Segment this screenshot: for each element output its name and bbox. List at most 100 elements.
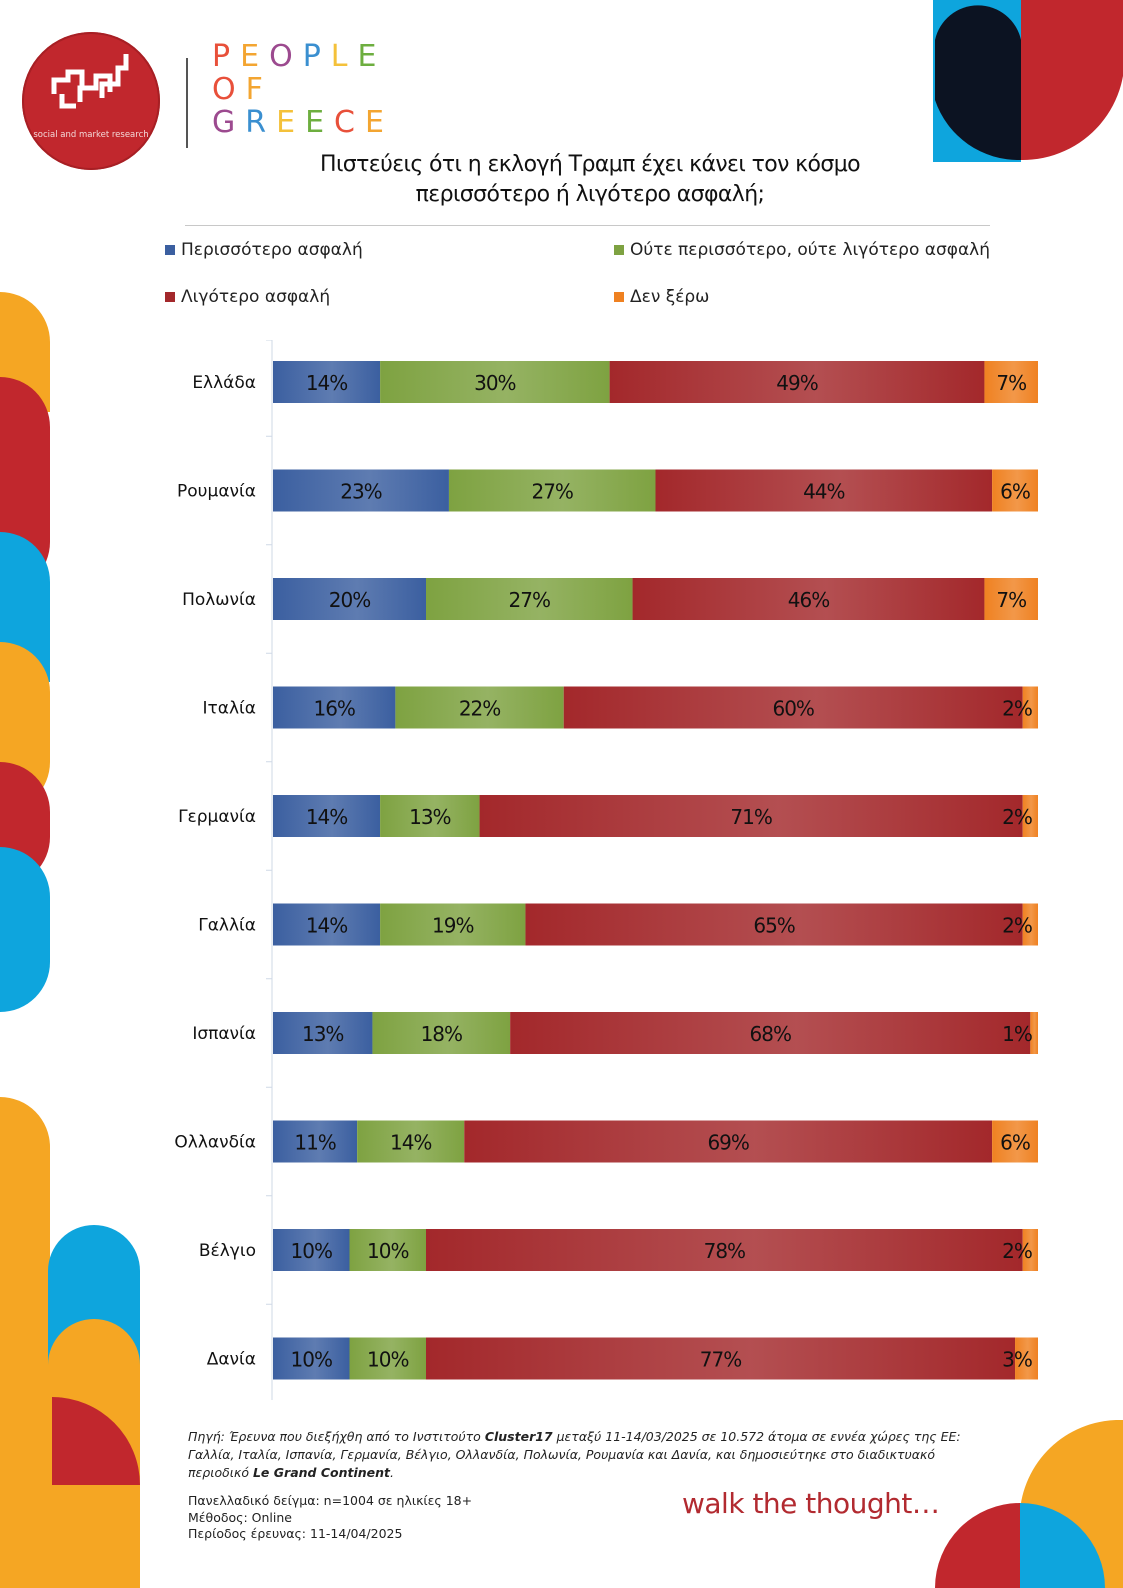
bar-value-label: 2%	[1002, 805, 1032, 829]
bar-segment	[273, 903, 381, 946]
legend-swatch	[165, 292, 175, 302]
bar-value-label: 7%	[996, 588, 1026, 612]
bar-value-label: 77%	[700, 1348, 741, 1372]
bar-segment	[349, 1337, 426, 1380]
bar-value-label: 60%	[772, 697, 813, 721]
bar-segment	[984, 361, 1038, 403]
bar-segment	[563, 686, 1023, 729]
bar-value-label: 13%	[409, 805, 450, 829]
category-label: Γερμανία	[178, 807, 256, 827]
bar-value-label: 30%	[474, 371, 515, 395]
decor-bottom-right	[935, 1420, 1123, 1588]
bar-segment	[426, 1337, 1016, 1380]
bar-value-label: 22%	[459, 697, 500, 721]
category-label: Γαλλία	[198, 916, 256, 936]
brand-letter: F	[245, 72, 273, 107]
bar-segment	[273, 686, 396, 729]
brand-line-1: PEOPLE	[212, 40, 394, 73]
bar-value-label: 1%	[1002, 1022, 1032, 1046]
legend-swatch	[165, 245, 175, 255]
category-label: Ολλανδία	[174, 1133, 256, 1153]
decor-bottom-left	[48, 1225, 140, 1588]
bar-segment	[273, 361, 381, 403]
brand-letter: E	[305, 105, 335, 140]
source-note: Πηγή: Έρευνα που διεξήχθη από το Ινστιτο…	[188, 1428, 973, 1482]
bar-value-label: 13%	[302, 1022, 343, 1046]
bar-segment	[380, 361, 610, 403]
bar-segment	[609, 361, 985, 403]
bar-value-label: 46%	[788, 588, 829, 612]
bar-segment	[273, 795, 381, 837]
bar-value-label: 6%	[1000, 480, 1030, 504]
brand-letter: P	[212, 39, 241, 74]
bar-segment	[1022, 903, 1038, 946]
category-label: Ρουμανία	[177, 482, 256, 502]
bar-value-label: 27%	[531, 480, 572, 504]
bar-segment	[273, 1229, 350, 1271]
bar-value-label: 14%	[306, 914, 347, 938]
source-text: μεταξύ 11-14/03/2025 σε 10.572 άτομα σε …	[188, 1429, 961, 1480]
bar-segment	[349, 1229, 426, 1271]
chart-title: Πιστεύεις ότι η εκλογή Τραμπ έχει κάνει …	[200, 150, 980, 210]
bar-value-label: 71%	[730, 805, 771, 829]
survey-meta: Πανελλαδικό δείγμα: n=1004 σε ηλικίες 18…	[188, 1493, 472, 1543]
bar-value-label: 14%	[306, 805, 347, 829]
legend-swatch	[614, 245, 624, 255]
bar-value-label: 78%	[704, 1239, 745, 1263]
bar-segment	[357, 1120, 465, 1163]
brand-letter: E	[357, 39, 387, 74]
decor-top-right	[933, 0, 1123, 162]
bar-segment	[984, 578, 1038, 620]
bar-segment	[479, 795, 1023, 837]
bar-value-label: 7%	[996, 371, 1026, 395]
bar-value-label: 10%	[291, 1348, 332, 1372]
source-emphasis: Cluster17	[484, 1429, 553, 1444]
brand-line-3: GREECE	[212, 106, 394, 139]
survey-period: Περίοδος έρευνας: 11-14/04/2025	[188, 1526, 403, 1541]
bar-segment	[510, 1012, 1031, 1054]
brand-letter: E	[276, 105, 306, 140]
survey-sample: Πανελλαδικό δείγμα: n=1004 σε ηλικίες 18…	[188, 1493, 473, 1508]
stacked-bar-chart: Ελλάδα 14% 30% 49% 7% Ρουμανία 23% 27% 44% 6% Πολω…	[174, 340, 1038, 1400]
company-logo: social and market research	[22, 32, 160, 170]
bar-value-label: 16%	[313, 697, 354, 721]
legend-item-less-safe: Λιγότερο ασφαλή	[165, 287, 330, 307]
brand-letter: L	[330, 39, 358, 74]
bar-segment	[448, 469, 656, 512]
bar-segment	[464, 1120, 993, 1163]
brand-letter: R	[245, 105, 277, 140]
decor-left-strip	[0, 292, 50, 1588]
bar-segment	[426, 1229, 1023, 1271]
category-label: Βέλγιο	[199, 1241, 256, 1261]
legend-label: Περισσότερο ασφαλή	[181, 240, 363, 260]
bar-segment	[992, 1120, 1038, 1163]
bar-value-label: 19%	[432, 914, 473, 938]
source-emphasis: Le Grand Continent	[252, 1465, 390, 1480]
legend-item-neutral: Ούτε περισσότερο, ούτε λιγότερο ασφαλή	[614, 240, 990, 260]
bar-value-label: 2%	[1002, 697, 1032, 721]
survey-method: Μέθοδος: Online	[188, 1509, 292, 1525]
bar-value-label: 10%	[367, 1239, 408, 1263]
bar-segment	[1022, 686, 1038, 729]
bar-value-label: 44%	[803, 480, 844, 504]
bar-value-label: 14%	[306, 371, 347, 395]
brand-letter: G	[212, 105, 246, 140]
bar-value-label: 6%	[1000, 1131, 1030, 1155]
title-rule	[185, 225, 990, 226]
category-label: Ελλάδα	[192, 373, 256, 393]
bar-segment	[380, 903, 526, 946]
legend-item-more-safe: Περισσότερο ασφαλή	[165, 240, 363, 260]
bar-segment	[1022, 795, 1038, 837]
logo-divider	[186, 58, 188, 148]
bar-segment	[632, 578, 985, 620]
bar-segment	[273, 1120, 358, 1163]
bar-value-label: 23%	[340, 480, 381, 504]
source-text: .	[390, 1465, 394, 1480]
bar-value-label: 20%	[329, 588, 370, 612]
bar-segment	[273, 1012, 373, 1054]
bar-segment	[380, 795, 480, 837]
category-label: Ισπανία	[192, 1024, 256, 1044]
category-label: Δανία	[207, 1350, 256, 1370]
bar-value-label: 49%	[776, 371, 817, 395]
logo-mark-icon	[51, 54, 129, 109]
